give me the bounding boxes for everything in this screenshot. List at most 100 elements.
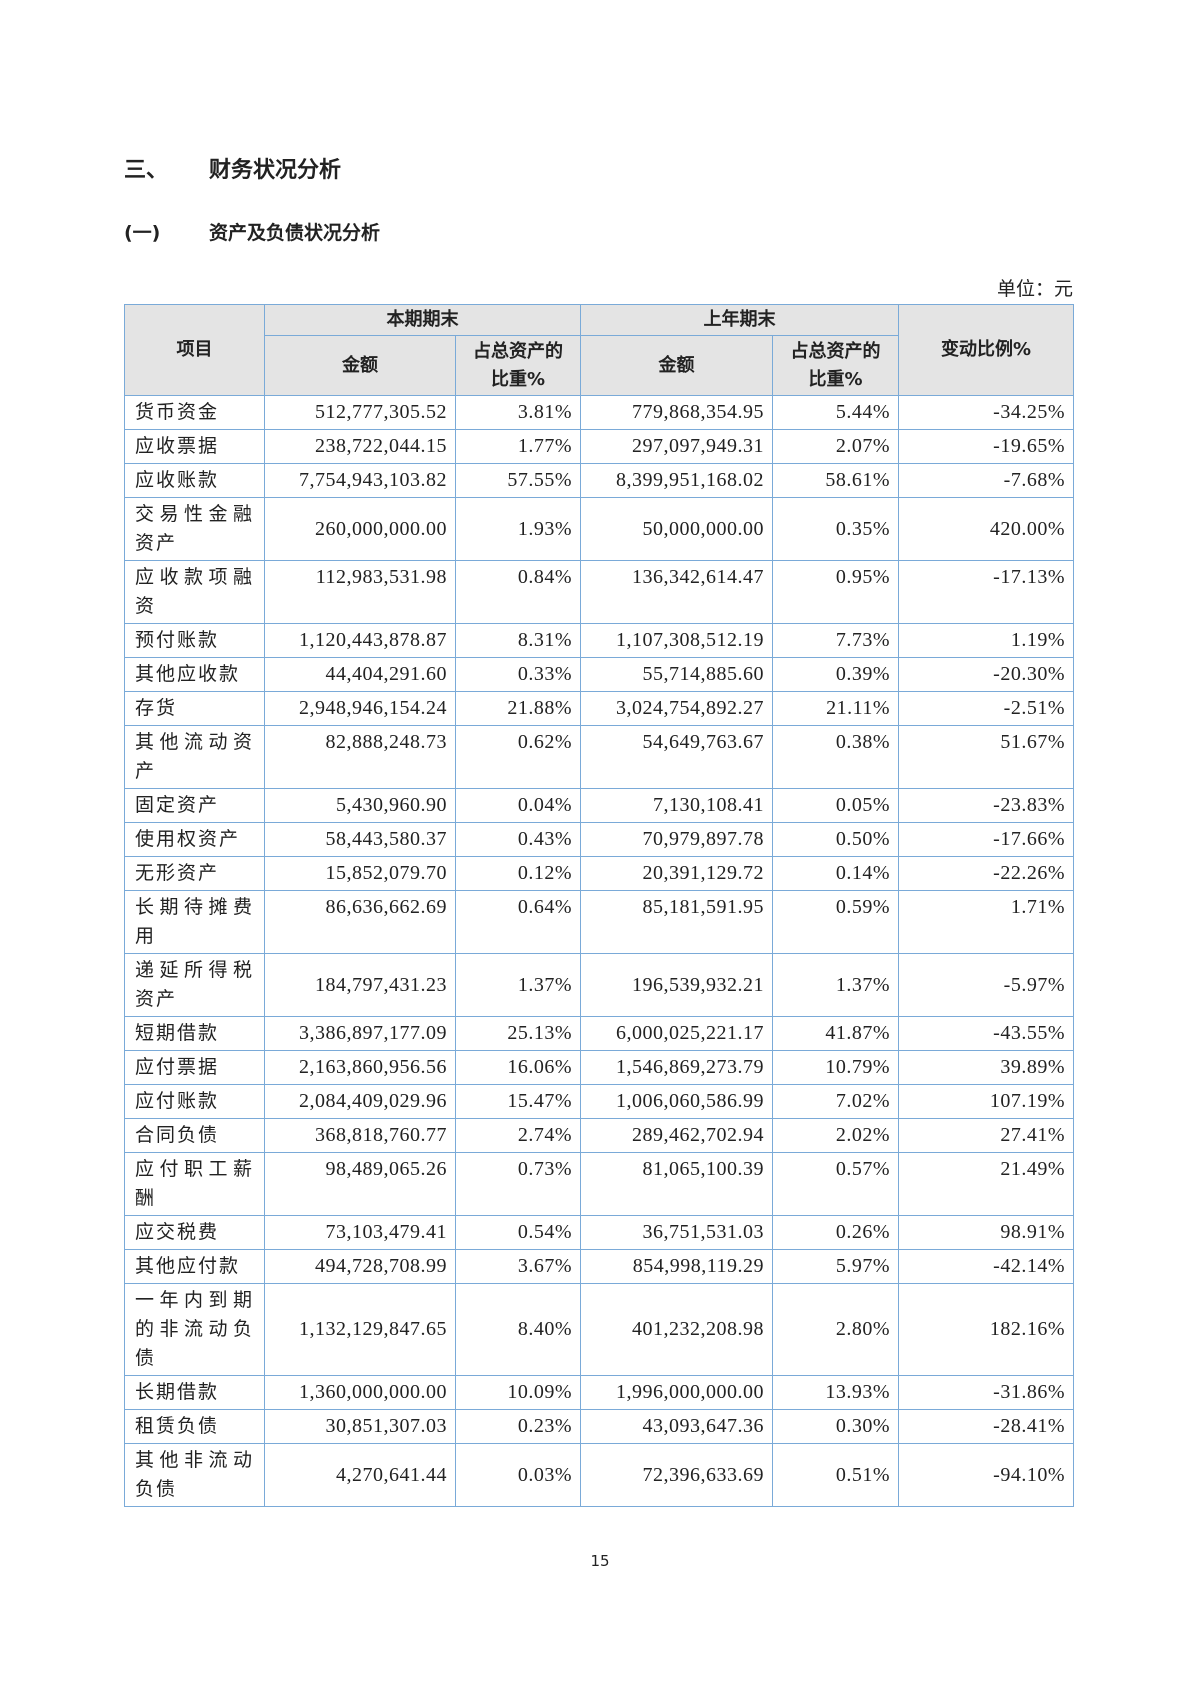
table-row: 递延所得税资产 184,797,431.23 1.37% 196,539,932.21…	[124, 953, 1074, 1017]
header-prior-amount: 金额	[580, 335, 773, 396]
cell-current-ratio: 3.81%	[455, 395, 581, 430]
table-row: 货币资金 512,777,305.52 3.81% 779,868,354.95 5.4…	[124, 395, 1074, 430]
cell-prior-ratio: 21.11%	[772, 691, 899, 726]
cell-prior-amount: 43,093,647.36	[580, 1409, 773, 1444]
cell-prior-amount: 779,868,354.95	[580, 395, 773, 430]
cell-change-ratio: 98.91%	[898, 1215, 1074, 1250]
section-title: 财务状况分析	[209, 158, 342, 183]
table-row: 应交税费 73,103,479.41 0.54% 36,751,531.03 0.26%…	[124, 1215, 1074, 1250]
table-row: 一年内到期的非流动负债 1,132,129,847.65 8.40% 401,232,…	[124, 1283, 1074, 1376]
cell-prior-amount: 1,996,000,000.00	[580, 1375, 773, 1410]
cell-current-amount: 44,404,291.60	[264, 657, 456, 692]
cell-change-ratio: -19.65%	[898, 429, 1074, 464]
table-row: 长期借款 1,360,000,000.00 10.09% 1,996,000,000.…	[124, 1375, 1074, 1410]
cell-change-ratio: 27.41%	[898, 1118, 1074, 1153]
cell-current-ratio: 8.31%	[455, 623, 581, 658]
cell-prior-amount: 20,391,129.72	[580, 856, 773, 891]
cell-change-ratio: -7.68%	[898, 463, 1074, 498]
cell-current-ratio: 0.04%	[455, 788, 581, 823]
cell-current-amount: 238,722,044.15	[264, 429, 456, 464]
section-number: 三、	[124, 158, 169, 183]
cell-item-name: 应付职工薪酬	[124, 1152, 265, 1216]
cell-change-ratio: -17.13%	[898, 560, 1074, 624]
cell-current-ratio: 10.09%	[455, 1375, 581, 1410]
page-number: 15	[590, 1552, 610, 1570]
cell-current-amount: 184,797,431.23	[264, 953, 456, 1017]
table-row: 无形资产 15,852,079.70 0.12% 20,391,129.72 0.14%…	[124, 856, 1074, 891]
cell-prior-ratio: 0.50%	[772, 822, 899, 857]
cell-current-amount: 2,163,860,956.56	[264, 1050, 456, 1085]
cell-prior-ratio: 7.02%	[772, 1084, 899, 1119]
cell-change-ratio: 182.16%	[898, 1283, 1074, 1376]
cell-prior-ratio: 13.93%	[772, 1375, 899, 1410]
cell-change-ratio: -23.83%	[898, 788, 1074, 823]
table-row: 交易性金融资产 260,000,000.00 1.93% 50,000,000.00 0…	[124, 497, 1074, 561]
cell-change-ratio: -31.86%	[898, 1375, 1074, 1410]
table-row: 存货 2,948,946,154.24 21.88% 3,024,754,892.27…	[124, 691, 1074, 726]
cell-prior-ratio: 0.38%	[772, 725, 899, 789]
cell-prior-amount: 70,979,897.78	[580, 822, 773, 857]
cell-item-name: 其他流动资产	[124, 725, 265, 789]
cell-current-amount: 15,852,079.70	[264, 856, 456, 891]
cell-change-ratio: -5.97%	[898, 953, 1074, 1017]
cell-item-name: 使用权资产	[124, 822, 265, 857]
cell-item-name: 短期借款	[124, 1016, 265, 1051]
cell-item-name: 其他非流动负债	[124, 1443, 265, 1507]
cell-item-name: 应交税费	[124, 1215, 265, 1250]
header-change: 变动比例%	[898, 304, 1074, 396]
table-row: 应付票据 2,163,860,956.56 16.06% 1,546,869,273.…	[124, 1050, 1074, 1085]
table-row: 应收账款 7,754,943,103.82 57.55% 8,399,951,168.…	[124, 463, 1074, 498]
table-row: 其他应付款 494,728,708.99 3.67% 854,998,119.29 5.…	[124, 1249, 1074, 1284]
cell-current-amount: 3,386,897,177.09	[264, 1016, 456, 1051]
cell-prior-amount: 196,539,932.21	[580, 953, 773, 1017]
table-row: 应付账款 2,084,409,029.96 15.47% 1,006,060,586.…	[124, 1084, 1074, 1119]
cell-change-ratio: -94.10%	[898, 1443, 1074, 1507]
cell-current-ratio: 0.23%	[455, 1409, 581, 1444]
cell-current-ratio: 0.12%	[455, 856, 581, 891]
cell-current-amount: 1,360,000,000.00	[264, 1375, 456, 1410]
cell-current-ratio: 0.84%	[455, 560, 581, 624]
table-row: 短期借款 3,386,897,177.09 25.13% 6,000,025,221.…	[124, 1016, 1074, 1051]
cell-current-amount: 494,728,708.99	[264, 1249, 456, 1284]
cell-change-ratio: 39.89%	[898, 1050, 1074, 1085]
cell-prior-ratio: 1.37%	[772, 953, 899, 1017]
cell-current-amount: 86,636,662.69	[264, 890, 456, 954]
cell-change-ratio: -20.30%	[898, 657, 1074, 692]
cell-current-amount: 73,103,479.41	[264, 1215, 456, 1250]
cell-item-name: 固定资产	[124, 788, 265, 823]
cell-current-amount: 2,084,409,029.96	[264, 1084, 456, 1119]
cell-change-ratio: 1.71%	[898, 890, 1074, 954]
table-row: 应付职工薪酬 98,489,065.26 0.73% 81,065,100.39 0.5…	[124, 1152, 1074, 1216]
header-current-amount: 金额	[264, 335, 456, 396]
cell-change-ratio: -42.14%	[898, 1249, 1074, 1284]
cell-change-ratio: -34.25%	[898, 395, 1074, 430]
cell-current-ratio: 1.37%	[455, 953, 581, 1017]
cell-current-amount: 58,443,580.37	[264, 822, 456, 857]
cell-prior-amount: 55,714,885.60	[580, 657, 773, 692]
table-row: 应收款项融资 112,983,531.98 0.84% 136,342,614.47 0…	[124, 560, 1074, 624]
cell-prior-ratio: 5.44%	[772, 395, 899, 430]
cell-current-ratio: 16.06%	[455, 1050, 581, 1085]
cell-current-ratio: 1.77%	[455, 429, 581, 464]
table-row: 合同负债 368,818,760.77 2.74% 289,462,702.94 2.0…	[124, 1118, 1074, 1153]
cell-prior-amount: 1,546,869,273.79	[580, 1050, 773, 1085]
cell-prior-ratio: 5.97%	[772, 1249, 899, 1284]
cell-prior-amount: 72,396,633.69	[580, 1443, 773, 1507]
header-prior-ratio-text: 占总资产的比重%	[790, 340, 881, 390]
cell-prior-ratio: 0.95%	[772, 560, 899, 624]
cell-current-amount: 2,948,946,154.24	[264, 691, 456, 726]
header-current-ratio-text: 占总资产的比重%	[473, 340, 563, 390]
cell-current-amount: 4,270,641.44	[264, 1443, 456, 1507]
cell-item-name: 合同负债	[124, 1118, 265, 1153]
assets-liabilities-table: 项目 本期期末 上年期末 变动比例% 金额 占总资产的比重% 金额 占总资产的比…	[124, 304, 1074, 1507]
table-row: 其他非流动负债 4,270,641.44 0.03% 72,396,633.69 0.5…	[124, 1443, 1074, 1507]
cell-current-amount: 112,983,531.98	[264, 560, 456, 624]
header-prior-ratio: 占总资产的比重%	[772, 335, 899, 396]
cell-item-name: 其他应付款	[124, 1249, 265, 1284]
table-row: 长期待摊费用 86,636,662.69 0.64% 85,181,591.95 0.5…	[124, 890, 1074, 954]
header-current-period: 本期期末	[264, 304, 581, 336]
cell-current-ratio: 57.55%	[455, 463, 581, 498]
cell-current-amount: 1,132,129,847.65	[264, 1283, 456, 1376]
cell-item-name: 交易性金融资产	[124, 497, 265, 561]
cell-current-ratio: 1.93%	[455, 497, 581, 561]
